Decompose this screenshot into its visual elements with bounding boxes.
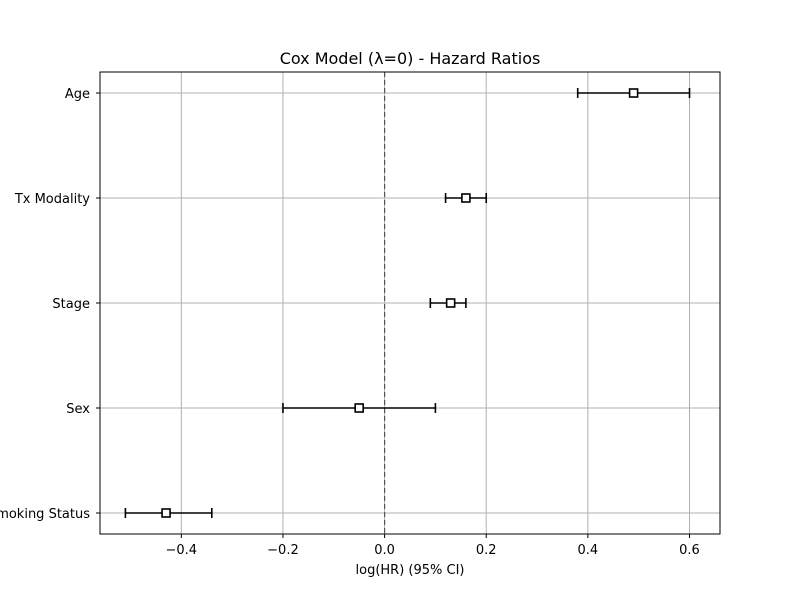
point-estimate-marker — [161, 508, 171, 518]
y-tick-label: Age — [65, 87, 90, 102]
x-tick-label: −0.4 — [166, 543, 198, 558]
point-estimate-marker — [461, 193, 471, 203]
x-tick-label: −0.2 — [267, 543, 299, 558]
x-tick-label: 0.6 — [679, 543, 700, 558]
x-tick-label: 0.4 — [578, 543, 599, 558]
x-tick-label: 0.2 — [476, 543, 497, 558]
x-tick-label: 0.0 — [374, 543, 395, 558]
y-tick-label: Sex — [66, 402, 90, 417]
data-layer — [124, 88, 691, 518]
point-estimate-marker — [628, 88, 639, 98]
axis-layer: −0.4 −0.2 0.0 0.2 0.4 0.6 Age Tx Modality Stage S… — [0, 87, 700, 558]
y-tick-label: Tx Modality — [14, 192, 90, 207]
y-tick-label: Stage — [52, 297, 90, 312]
grid-layer — [100, 72, 720, 534]
chart-title: Cox Model (λ=0) - Hazard Ratios — [280, 49, 541, 68]
point-estimate-marker — [445, 298, 456, 308]
point-estimate-marker — [354, 403, 364, 413]
x-axis-label: log(HR) (95% CI) — [356, 563, 465, 578]
y-tick-label: Smoking Status — [0, 507, 90, 522]
